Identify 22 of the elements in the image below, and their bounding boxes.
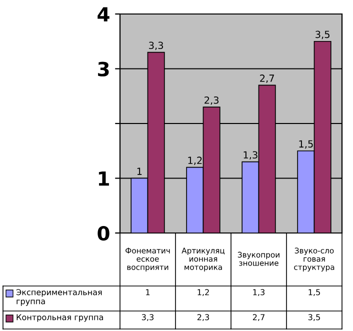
data-label: 3,3 [142,314,154,322]
text: 2,3 [204,96,219,105]
data-label: 1,5 [308,289,320,296]
legend-label: Контрольная группа [16,314,104,322]
legend-label: Экспериментальная группа [16,289,102,306]
data-label: 2,3 [197,314,210,322]
text: 1,3 [244,151,258,160]
data-label: 2,7 [252,314,264,322]
y-tick-label: 1 [98,171,109,186]
text: 3,3 [149,42,164,50]
data-label: 3,5 [308,314,320,322]
text: 1,5 [299,140,313,149]
data-label: 1,2 [198,289,209,296]
data-label: 1 [146,289,150,296]
y-tick-label: 0 [98,226,110,241]
y-tick-label: 3 [98,62,109,76]
text: 1,2 [188,156,202,166]
text: 1 [137,168,142,175]
text: 2,7 [260,74,274,83]
text: 3,5 [316,30,330,40]
y-tick-label: 4 [98,7,110,22]
data-label: 1,3 [253,289,265,296]
